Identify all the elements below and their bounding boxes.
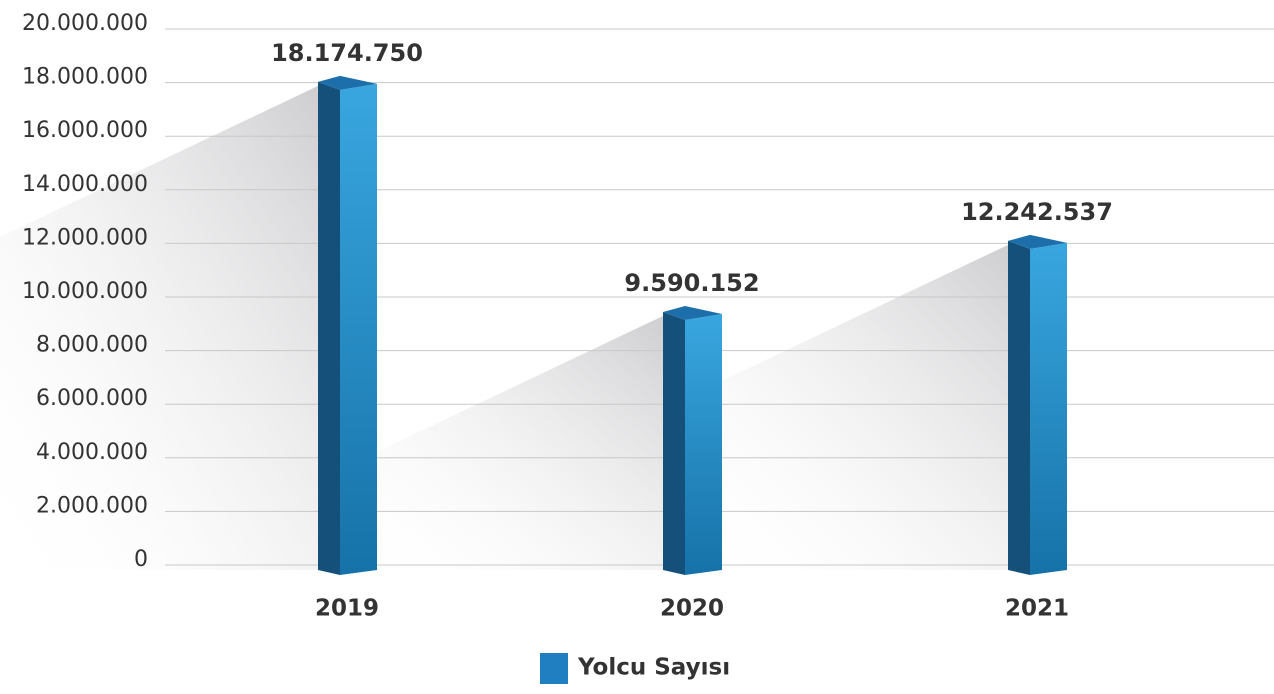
y-tick-label: 12.000.000	[22, 225, 148, 250]
data-label: 9.590.152	[624, 269, 759, 297]
y-tick-label: 0	[134, 547, 148, 572]
legend-swatch	[540, 653, 568, 684]
bar	[663, 305, 722, 575]
y-tick-label: 14.000.000	[22, 172, 148, 197]
bar-front	[340, 83, 377, 576]
y-tick-label: 16.000.000	[22, 118, 148, 143]
y-tick-label: 10.000.000	[22, 279, 148, 304]
bar	[318, 75, 377, 576]
y-tick-label: 18.000.000	[22, 65, 148, 90]
bar-shadow	[0, 85, 318, 570]
data-label: 12.242.537	[961, 198, 1113, 226]
bar-shadow	[343, 315, 663, 570]
y-tick-label: 6.000.000	[36, 386, 148, 411]
x-tick-label: 2021	[1005, 596, 1069, 622]
y-tick-label: 4.000.000	[36, 440, 148, 465]
bar-side	[663, 311, 685, 575]
y-tick-label: 2.000.000	[36, 493, 148, 518]
y-tick-label: 8.000.000	[36, 333, 148, 358]
bar-top	[318, 75, 377, 90]
x-tick-label: 2020	[660, 596, 724, 622]
bar-shadow	[688, 244, 1008, 570]
bar-top	[663, 305, 722, 320]
y-tick-label: 20.000.000	[22, 11, 148, 36]
bar-top	[1008, 234, 1067, 249]
bar	[1008, 234, 1067, 575]
bar-front	[685, 313, 722, 575]
bar-front	[1030, 242, 1067, 575]
legend-label: Yolcu Sayısı	[577, 655, 730, 681]
data-label: 18.174.750	[271, 39, 423, 67]
bar-side	[318, 81, 340, 576]
x-tick-label: 2019	[315, 596, 379, 622]
bar-side	[1008, 240, 1030, 575]
